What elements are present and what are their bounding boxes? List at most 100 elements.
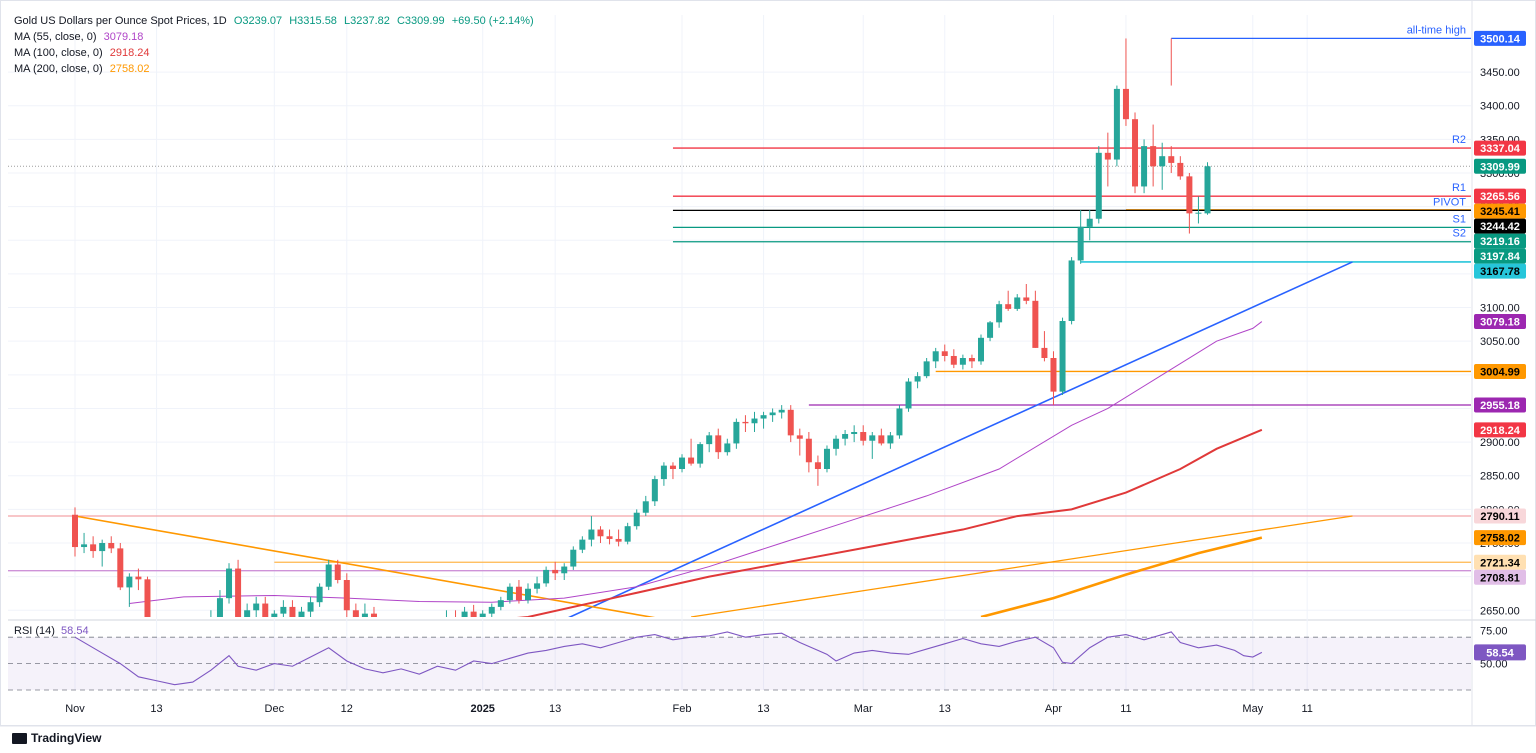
price-tick-label: 2900.00 [1480,437,1520,449]
candle-body [425,622,431,630]
time-tick-label: 13 [939,703,951,715]
candle-body [515,586,522,601]
candle-body [434,624,440,631]
candle-body [751,418,758,424]
chart-frame [0,0,1536,726]
candle-body [697,444,704,464]
candle-body [1032,300,1039,348]
time-tick-label: 11 [1120,703,1131,715]
price-tag [1474,158,1526,174]
rsi-value-tag [1474,644,1526,661]
price-tag [1474,554,1526,570]
candle-body [543,569,550,584]
candle-body [216,598,223,617]
candle-body [1132,119,1139,187]
candle-body [144,579,151,617]
candle-body [950,355,957,365]
time-tick-label: Mar [854,703,873,715]
time-tick-label: 13 [757,703,769,715]
candle-body [679,457,686,469]
candle-body [108,543,115,549]
candle-body [905,381,912,409]
candle-body [488,606,495,614]
candle-body [642,501,649,513]
candle-body [606,536,613,539]
candle-body [1095,152,1102,219]
price-tag-label: 3337.04 [1480,143,1521,155]
candle-body [72,514,78,548]
rsi-value: 58.54 [61,625,89,637]
candle-body [987,322,994,338]
candle-body [624,526,631,542]
price-tag [1474,263,1526,279]
candle-body [878,435,885,444]
price-tag-label: 2758.02 [1480,533,1520,545]
ma55-value: 3079.18 [103,31,144,43]
candle-body [135,576,142,580]
candle-body [814,462,821,469]
candle-body [1168,156,1175,163]
price-tag-label: 3245.41 [1480,206,1520,218]
candle-body [660,465,667,480]
orange-downtrend-line [74,515,656,617]
candle-body [1195,212,1202,214]
price-tick-label: 3400.00 [1480,101,1520,113]
price-tag-label: 3244.42 [1480,221,1520,233]
price-tag [1474,508,1526,524]
candle-body [651,479,658,502]
candle-body [570,549,577,567]
candle-body [923,361,930,377]
open-value: O3239.07 [233,15,283,27]
candle-body [334,564,341,580]
candle-body [1141,146,1148,187]
price-pane [8,37,1471,636]
candle-body [805,438,812,463]
ma100-line [516,428,1263,617]
candle-body [615,538,622,542]
candle-body [959,358,966,365]
candle-body [407,627,413,630]
candle-body [833,438,840,449]
ma55-legend[interactable]: MA (55, close, 0) 3079.18 [14,29,534,45]
candle-body [796,435,803,439]
rsi-label: RSI (14) [14,625,55,637]
price-tag [1474,422,1526,438]
price-tag-label: 2955.18 [1480,400,1520,412]
candle-body [1023,297,1030,301]
time-tick-label: Dec [265,703,285,715]
candle-body [823,448,830,469]
candle-body [1104,152,1111,160]
rsi-legend[interactable]: RSI (14) 58.54 [14,625,89,637]
candle-body [778,409,785,413]
candle-body [742,421,749,424]
ma100-legend[interactable]: MA (100, close, 0) 2918.24 [14,45,534,61]
ma200-legend[interactable]: MA (200, close, 0) 2758.02 [14,61,534,77]
price-tick-label: 2650.00 [1480,605,1520,617]
candle-body [199,632,205,636]
chart-legend: Gold US Dollars per Ounce Spot Prices, 1… [14,13,534,77]
candle-body [506,586,513,601]
price-tick-label: 2850.00 [1480,471,1520,483]
time-tick-label: May [1242,703,1263,715]
candle-body [343,580,350,611]
level-annotation: R1 [1452,182,1466,194]
time-tick-label: 13 [150,703,162,715]
price-tag-label: 2721.34 [1480,557,1521,569]
symbol-title[interactable]: Gold US Dollars per Ounce Spot Prices, 1… [14,15,227,27]
candle-body [860,432,867,441]
level-annotation: PIVOT [1433,196,1466,208]
candle-body [1059,321,1066,392]
price-tag-label: 2918.24 [1480,425,1521,437]
tradingview-logo[interactable]: TradingView [12,731,101,745]
time-tick-label: Apr [1045,703,1062,715]
candle-body [325,564,332,587]
candle-body [370,613,377,617]
candle-body [298,611,305,617]
rsi-tick-label: 50.00 [1480,659,1508,671]
price-tag [1474,218,1526,234]
price-tag [1474,569,1526,585]
ma200-value: 2758.02 [109,63,150,75]
candle-body [715,435,722,453]
price-tag-label: 3500.14 [1480,33,1521,45]
